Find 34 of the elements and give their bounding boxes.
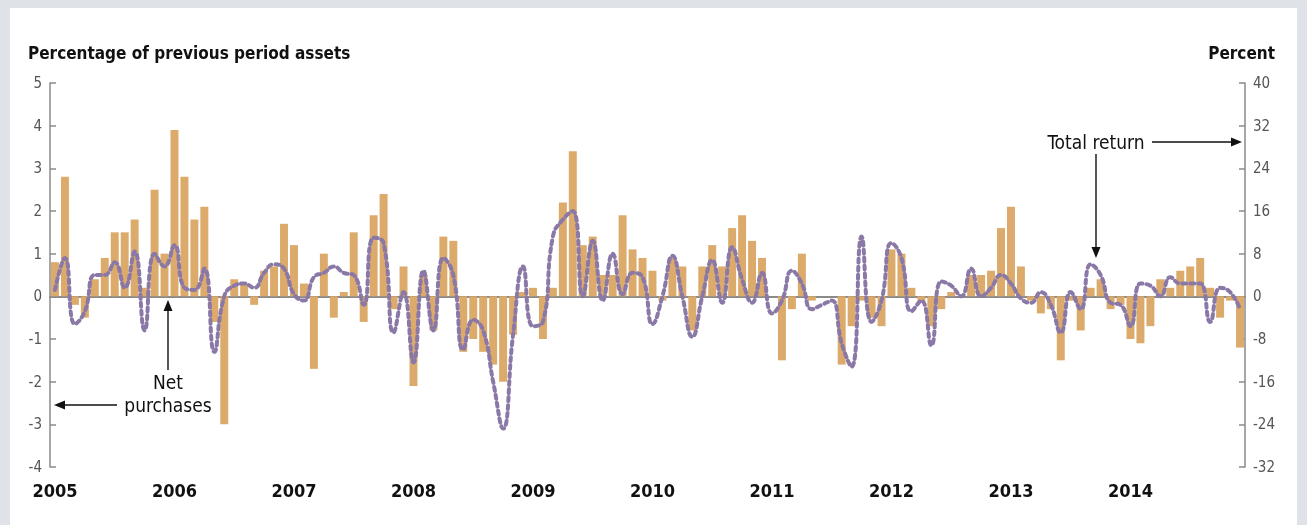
x-tick-label: 2011 [749,479,795,501]
y2-axis-title: Percent [1208,42,1275,63]
x-tick-label: 2012 [868,479,915,501]
y2-tick-label: 0 [1253,287,1262,306]
y-tick-label: 3 [33,159,42,178]
x-tick-label: 2010 [629,479,676,501]
series-label: Net purchases [124,371,212,416]
x-tick-label: 2009 [510,479,556,501]
x-tick-label: 2014 [1107,479,1154,501]
y2-tick-label: -8 [1253,330,1267,348]
y2-tick-label: -32 [1253,458,1276,476]
y-tick-label: -4 [28,458,42,476]
x-tick-label: 2006 [151,479,198,501]
y-tick-label: 2 [33,202,42,220]
x-tick-label: 2008 [390,479,437,501]
y-tick-label: -2 [28,372,42,391]
y-axis-title: Percentage of previous period assets [28,42,351,63]
y-tick-label: 5 [33,74,42,92]
y2-tick-label: 8 [1253,244,1262,263]
y2-tick-label: 32 [1253,116,1271,135]
y2-tick-label: -24 [1253,415,1276,434]
y-tick-label: -3 [28,415,42,434]
y-tick-label: -1 [28,330,42,348]
y2-tick-label: 40 [1253,74,1271,92]
y2-tick-label: -16 [1253,372,1276,391]
x-tick-label: 2007 [271,479,317,501]
y-tick-label: 0 [33,287,42,306]
y-tick-label: 1 [33,244,42,263]
y2-tick-label: 16 [1253,202,1271,220]
y-tick-label: 4 [33,116,42,135]
y2-tick-label: 24 [1253,159,1271,178]
x-tick-label: 2013 [988,479,1034,501]
text: Total return [1046,131,1145,153]
x-tick-label: 2005 [32,479,78,501]
